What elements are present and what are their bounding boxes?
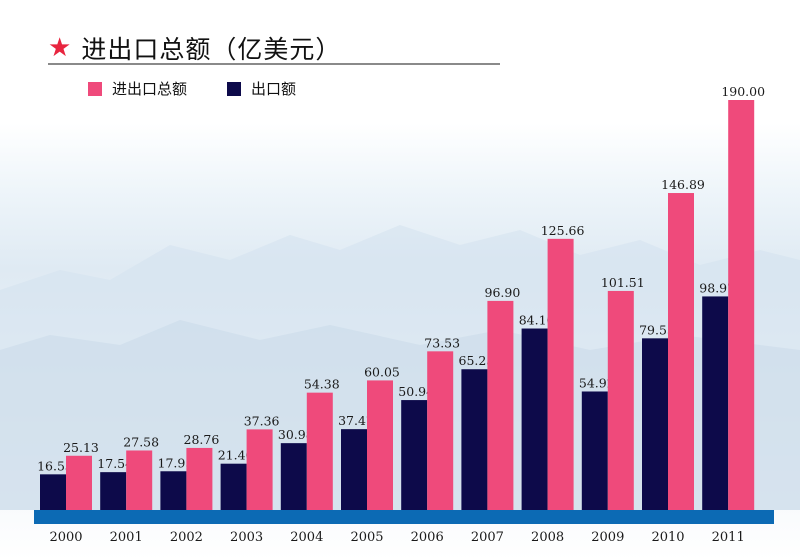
bar-export-2000 bbox=[40, 474, 66, 510]
value-label-total-2005: 60.05 bbox=[364, 364, 400, 379]
value-label-total-2007: 96.90 bbox=[485, 285, 521, 300]
bar-export-2004 bbox=[281, 443, 307, 510]
bar-total-2011 bbox=[728, 100, 754, 510]
x-tick-2000: 2000 bbox=[49, 530, 82, 545]
value-label-total-2001: 27.58 bbox=[123, 434, 159, 449]
value-label-total-2003: 37.36 bbox=[244, 413, 280, 428]
x-tick-2008: 2008 bbox=[531, 530, 564, 545]
x-tick-2010: 2010 bbox=[651, 530, 684, 545]
bar-export-2008 bbox=[522, 329, 548, 510]
bar-export-2003 bbox=[221, 464, 247, 510]
bar-total-2001 bbox=[126, 450, 152, 510]
bar-export-2011 bbox=[702, 296, 728, 510]
bar-export-2001 bbox=[100, 472, 126, 510]
x-tick-2009: 2009 bbox=[591, 530, 624, 545]
bar-total-2005 bbox=[367, 380, 393, 510]
bar-total-2004 bbox=[307, 393, 333, 510]
bar-export-2007 bbox=[461, 369, 487, 510]
bar-chart: 16.5325.1317.5427.5817.9528.7621.4637.36… bbox=[0, 0, 800, 560]
x-tick-2007: 2007 bbox=[471, 530, 504, 545]
x-tick-2004: 2004 bbox=[290, 530, 323, 545]
bar-total-2009 bbox=[608, 291, 634, 510]
chart-canvas: ★ 进出口总额（亿美元） 进出口总额 出口额 16.53 25.13 17.54 27… bbox=[0, 0, 800, 560]
value-label-total-2006: 73.53 bbox=[424, 335, 460, 350]
x-tick-2011: 2011 bbox=[712, 530, 745, 545]
bar-total-2000 bbox=[66, 456, 92, 510]
x-axis-band bbox=[34, 510, 774, 524]
x-tick-2003: 2003 bbox=[230, 530, 263, 545]
x-tick-2005: 2005 bbox=[350, 530, 383, 545]
bar-export-2002 bbox=[160, 471, 186, 510]
bar-total-2007 bbox=[487, 301, 513, 510]
value-label-total-2011: 190.00 bbox=[721, 84, 765, 99]
value-label-total-2010: 146.89 bbox=[661, 177, 705, 192]
bar-total-2008 bbox=[548, 239, 574, 510]
bar-total-2006 bbox=[427, 351, 453, 510]
value-label-total-2002: 28.76 bbox=[184, 432, 220, 447]
value-label-total-2008: 125.66 bbox=[541, 223, 585, 238]
bar-total-2010 bbox=[668, 193, 694, 510]
bar-export-2005 bbox=[341, 429, 367, 510]
value-label-total-2009: 101.51 bbox=[601, 275, 645, 290]
bar-export-2010 bbox=[642, 338, 668, 510]
value-label-total-2004: 54.38 bbox=[304, 377, 340, 392]
x-tick-2002: 2002 bbox=[170, 530, 203, 545]
bar-export-2009 bbox=[582, 391, 608, 510]
x-tick-2001: 2001 bbox=[110, 530, 143, 545]
value-label-total-2000: 25.13 bbox=[63, 440, 99, 455]
bar-total-2002 bbox=[186, 448, 212, 510]
bar-export-2006 bbox=[401, 400, 427, 510]
x-tick-2006: 2006 bbox=[411, 530, 444, 545]
bar-total-2003 bbox=[247, 429, 273, 510]
